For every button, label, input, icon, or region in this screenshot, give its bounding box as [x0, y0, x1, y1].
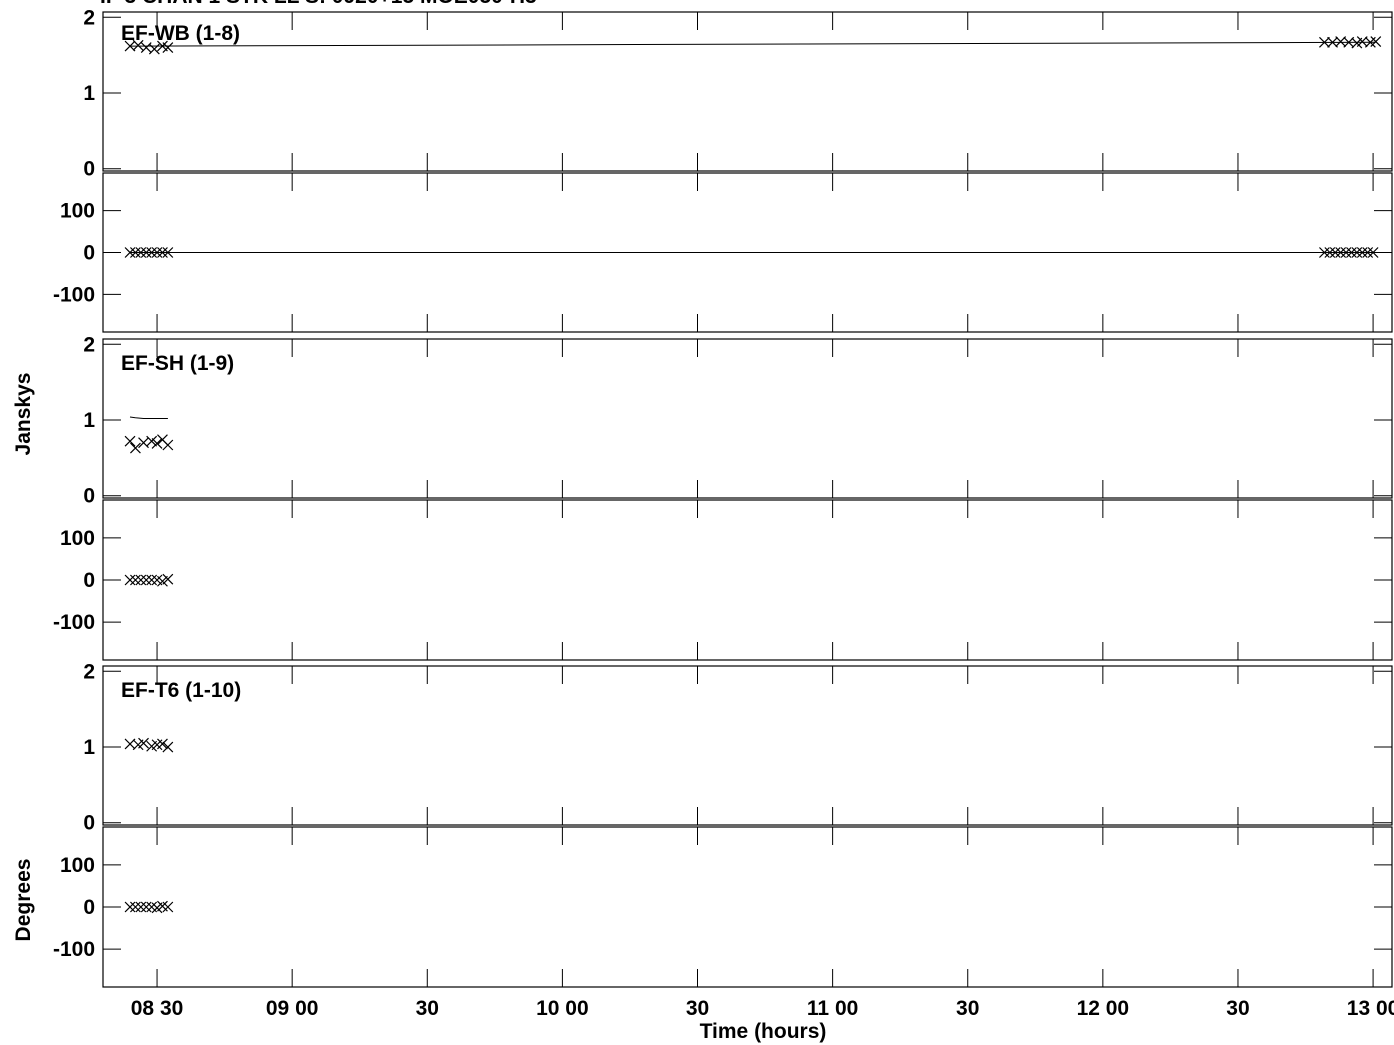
data-point-marker [162, 901, 174, 913]
data-point-marker [130, 574, 141, 586]
data-point-marker [124, 435, 136, 447]
page-title: IF 3 CHAN 1 STK LL S: 0920+15 MOE050-H3 [100, 0, 537, 8]
x-tick-label: 30 [956, 997, 979, 1020]
data-point-marker [135, 247, 147, 258]
data-point-marker [1356, 247, 1368, 258]
data-point-marker [132, 39, 144, 51]
data-point-marker [146, 574, 158, 586]
x-tick-label: 30 [686, 997, 709, 1020]
x-tick-label: 10 00 [536, 997, 589, 1020]
panel-1: 0 1 2 EF-WB (1-8) [83, 6, 1393, 181]
panel-2: 100 0 -100 [53, 172, 1393, 333]
y-tick-label: -100 [53, 283, 95, 306]
data-point-marker [148, 43, 160, 55]
panel-frame [102, 665, 1393, 826]
data-point-marker [146, 247, 158, 258]
y-tick-label: 0 [83, 242, 95, 265]
data-point-marker [162, 439, 174, 451]
data-point-marker [1370, 36, 1382, 47]
y-tick-label: 1 [83, 82, 95, 105]
data-point-marker [162, 42, 174, 54]
x-tick-label: 30 [1226, 997, 1249, 1020]
x-tick-label: 08 30 [131, 997, 184, 1020]
panel-title: EF-T6 (1-10) [121, 679, 241, 702]
data-point-marker [162, 247, 174, 258]
x-tick-label: 13 00 [1347, 997, 1394, 1020]
data-point-marker [140, 901, 152, 913]
data-point-marker [124, 574, 136, 586]
panel-frame [102, 11, 1393, 172]
data-point-marker [140, 574, 152, 586]
x-axis-label: Time (hours) [700, 1020, 827, 1043]
data-point-marker [124, 901, 136, 913]
data-point-marker [162, 573, 174, 585]
x-tick-labels: 08 30 09 00 30 10 00 30 11 00 30 12 00 30 13 00 [131, 997, 1394, 1020]
data-point-marker [1329, 247, 1341, 258]
data-point-marker [140, 247, 152, 258]
panel-frame [102, 499, 1393, 661]
y-tick-label: 100 [60, 854, 95, 877]
data-point-marker [162, 741, 174, 753]
data-point-marker [157, 738, 168, 750]
data-point-marker [151, 247, 163, 258]
data-point-marker [124, 247, 136, 258]
y-axis-label-amplitude: Janskys [12, 373, 35, 456]
x-tick-label: 30 [416, 997, 439, 1020]
y-tick-label: 0 [83, 812, 95, 835]
data-point-marker [135, 574, 147, 586]
data-point-marker [1340, 247, 1352, 258]
data-point-marker [1351, 247, 1363, 258]
y-tick-label: -100 [53, 611, 95, 634]
y-tick-label: -100 [53, 938, 95, 961]
data-point-marker [157, 247, 168, 258]
panel-frame [102, 826, 1393, 988]
y-tick-label: 0 [83, 569, 95, 592]
x-tick-label: 12 00 [1077, 997, 1130, 1020]
data-point-marker [1346, 247, 1357, 258]
y-tick-label: 100 [60, 527, 95, 550]
y-tick-label: 1 [83, 409, 95, 432]
panel-title: EF-SH (1-9) [121, 352, 234, 375]
y-tick-label: 2 [83, 6, 95, 29]
data-point-marker [1335, 247, 1347, 258]
y-tick-label: 0 [83, 896, 95, 919]
data-point-marker [130, 442, 141, 454]
data-point-marker [1319, 36, 1330, 48]
panel-3: 0 1 2 EF-SH (1-9) [83, 333, 1393, 508]
data-point-marker [138, 737, 149, 749]
y-tick-label: 0 [83, 158, 95, 181]
y-tick-label: 2 [83, 333, 95, 356]
data-point-marker [146, 435, 158, 447]
data-point-marker [1367, 247, 1379, 258]
data-point-marker [130, 247, 141, 258]
y-axis-label-phase: Degrees [12, 859, 35, 942]
data-point-marker [130, 901, 141, 913]
data-point-marker [135, 901, 147, 913]
y-tick-label: 100 [60, 200, 95, 223]
y-tick-label: 2 [83, 660, 95, 683]
panel-title: EF-WB (1-8) [121, 22, 240, 45]
y-tick-label: 1 [83, 736, 95, 759]
x-tick-label: 11 00 [807, 997, 858, 1020]
model-line [129, 41, 1376, 47]
data-point-marker [1319, 247, 1330, 258]
data-point-marker [151, 438, 163, 449]
data-point-marker [1362, 247, 1374, 258]
panel-4: 100 0 -100 [53, 499, 1393, 661]
panel-frame [102, 338, 1393, 499]
panel-5: 0 1 2 EF-T6 (1-10) [83, 660, 1393, 835]
model-line [129, 416, 168, 419]
panel-6: 100 0 -100 [53, 826, 1393, 988]
y-tick-label: 0 [83, 485, 95, 508]
data-point-marker [1324, 247, 1336, 258]
x-tick-label: 09 00 [266, 997, 319, 1020]
